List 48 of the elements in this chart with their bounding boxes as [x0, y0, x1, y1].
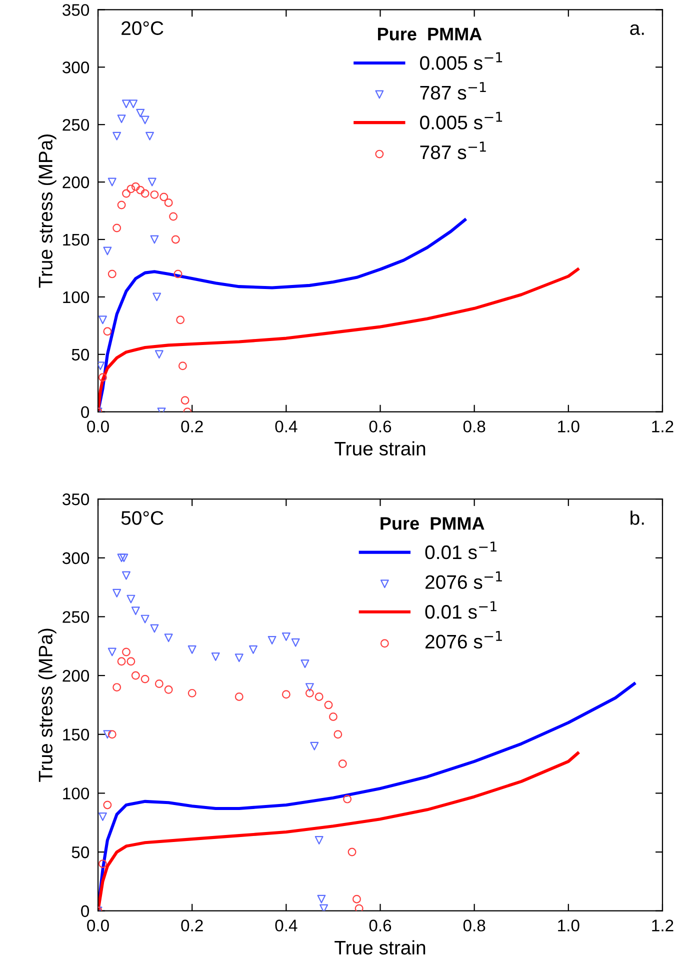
x-tick-label: 0.2	[181, 920, 203, 932]
y-tick-label: 0	[81, 406, 90, 418]
annotation: 50°C	[121, 511, 164, 525]
annotation: a.	[630, 24, 644, 36]
y-tick-label: 100	[63, 788, 90, 800]
y-tick-label: 250	[62, 611, 90, 623]
x-tick-label: 1.2	[652, 420, 674, 432]
x-tick-label: 1.2	[652, 920, 674, 932]
y-tick-label: 150	[63, 728, 90, 741]
x-tick-label: 0.4	[275, 920, 298, 932]
x-axis-title: True strain	[334, 940, 426, 955]
y-axis-title: True stress (MPa)	[38, 134, 56, 288]
y-tick-label: 150	[63, 234, 90, 246]
x-axis-title: True strain	[334, 441, 426, 456]
y-tick-label: 50	[72, 348, 90, 361]
legend-label: 0.01 s$^{−1}$	[425, 542, 496, 560]
y-tick-label: 250	[62, 118, 90, 131]
x-tick-label: 0.6	[369, 420, 392, 432]
y-tick-label: 0	[81, 905, 90, 918]
x-tick-label: 0.8	[463, 920, 486, 932]
annotation: 20°C	[122, 21, 164, 36]
y-axis-title: True stress (MPa)	[38, 628, 56, 782]
legend-title: Pure PMMA	[380, 517, 484, 530]
y-tick-label: 350	[62, 493, 90, 506]
y-tick-label: 200	[62, 670, 90, 682]
legend-label: 787 s$^{−1}$	[420, 82, 486, 100]
x-tick-label: 0.6	[369, 920, 392, 932]
y-tick-label: 200	[62, 176, 90, 188]
y-tick-label: 300	[62, 552, 90, 564]
legend-title: Pure PMMA	[378, 28, 482, 40]
x-tick-label: 0.2	[181, 420, 203, 432]
legend-label: 0.005 s$^{−1}$	[420, 112, 502, 130]
y-tick-label: 350	[62, 4, 90, 16]
y-tick-label: 50	[72, 846, 90, 858]
x-tick-label: 0.4	[275, 420, 298, 432]
annotation: b.	[630, 510, 644, 525]
x-tick-label: 0.0	[87, 420, 109, 432]
y-tick-label: 300	[62, 62, 90, 74]
legend-label: 2076 s$^{−1}$	[426, 631, 502, 649]
x-tick-label: 1.0	[558, 420, 580, 432]
x-tick-label: 0.8	[463, 420, 486, 432]
legend-label: 0.01 s$^{−1}$	[425, 601, 496, 619]
legend-label: 787 s$^{−1}$	[420, 142, 486, 160]
x-tick-label: 1.0	[558, 920, 580, 932]
legend-label: 0.005 s$^{−1}$	[420, 52, 502, 70]
legend-label: 2076 s$^{−1}$	[426, 571, 502, 589]
y-tick-label: 100	[63, 291, 90, 304]
x-tick-label: 0.0	[87, 920, 109, 932]
